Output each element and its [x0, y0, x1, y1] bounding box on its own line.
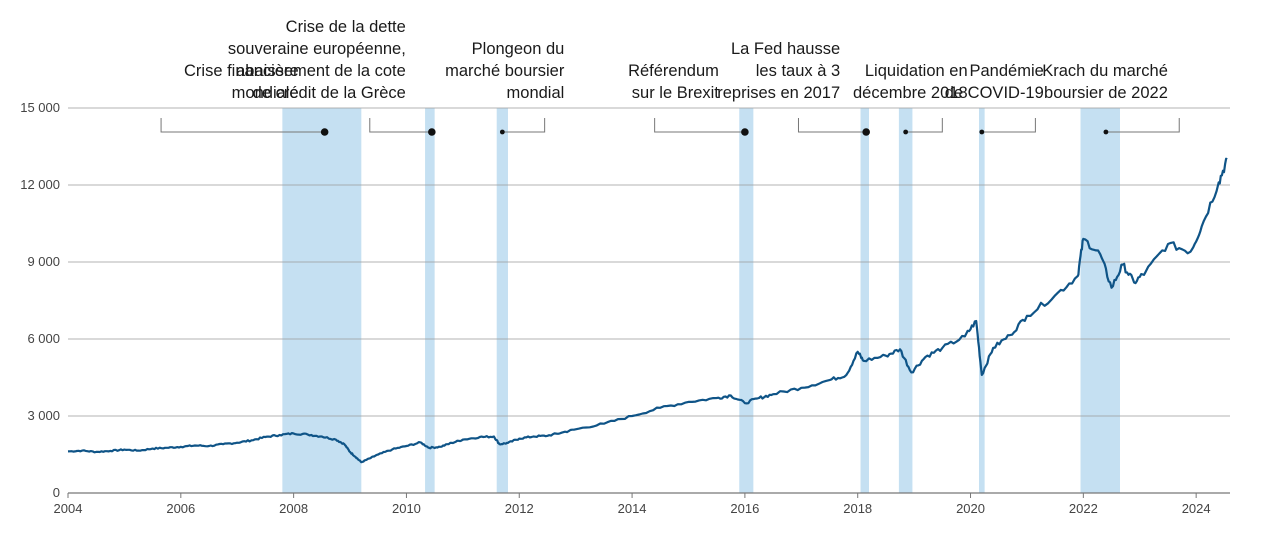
- x-tick-label: 2006: [166, 501, 195, 516]
- annotation-bracket: [502, 118, 546, 133]
- annotation-label: boursier de 2022: [1044, 84, 1168, 102]
- annotation-dot: [1103, 129, 1109, 135]
- annotation-bracket: [160, 118, 325, 133]
- annotation-bracket: [905, 118, 943, 133]
- x-tick-label: 2018: [843, 501, 872, 516]
- annotation-label: mondiale: [232, 84, 299, 102]
- axes: 0 3 000 6 000 9 000 12 000 15 000 2004 2006 2008…: [20, 100, 1210, 516]
- x-tick-label: 2008: [279, 501, 308, 516]
- shaded-period: [282, 108, 362, 493]
- annotation-label: sur le Brexit: [632, 84, 720, 102]
- y-tick-label: 0: [53, 485, 60, 500]
- annotation-label: décembre 2018: [853, 84, 968, 102]
- shaded-period: [739, 108, 754, 493]
- annotation-dot: [741, 128, 749, 136]
- gridlines: [68, 107, 1230, 494]
- series-line: [67, 157, 1228, 464]
- y-tick-label: 9 000: [27, 254, 60, 269]
- annotation-label: Plongeon du: [472, 40, 565, 58]
- y-tick-label: 12 000: [20, 177, 60, 192]
- annotation-dot: [903, 129, 909, 135]
- x-tick-label: 2010: [392, 501, 421, 516]
- annotation-bracket: [797, 118, 867, 133]
- annotation-label: de COVID-19: [945, 84, 1044, 102]
- annotation-bracket: [369, 118, 432, 133]
- y-tick-label: 6 000: [27, 331, 60, 346]
- annotation-dot: [320, 128, 329, 136]
- x-tick-label: 2016: [730, 501, 759, 516]
- annotation-label: La Fed hausse: [731, 40, 840, 58]
- annotation-label: Liquidation en: [865, 62, 968, 80]
- x-tick-label: 2012: [505, 501, 534, 516]
- annotation-label: Crise de la dette: [286, 18, 406, 36]
- annotation-bracket: [1105, 118, 1180, 133]
- annotations: Crise financière mondiale Crise de la dett…: [160, 18, 1180, 136]
- annotation-label: souveraine européenne,: [228, 40, 406, 58]
- annotation-label: Crise financière: [184, 62, 299, 80]
- annotation-bracket: [654, 118, 745, 133]
- annotation-label: de crédit de la Grèce: [253, 84, 406, 102]
- annotation-label: Pandémie: [969, 62, 1043, 80]
- x-tick-label: 2022: [1069, 501, 1098, 516]
- annotation-label: reprises en 2017: [717, 84, 840, 102]
- shaded-period: [496, 108, 508, 493]
- y-tick-label: 3 000: [27, 408, 60, 423]
- x-tick-label: 2014: [618, 501, 647, 516]
- shaded-period: [1080, 108, 1121, 493]
- annotation-label: Krach du marché: [1042, 62, 1168, 80]
- shaded-period: [425, 108, 435, 493]
- shaded-period: [898, 108, 913, 493]
- y-tick-label: 15 000: [20, 100, 60, 115]
- shaded-period: [860, 108, 869, 493]
- x-tick-label: 2024: [1182, 501, 1211, 516]
- annotation-bracket: [981, 118, 1036, 133]
- series-lines: [67, 157, 1228, 464]
- annotation-label: Référendum: [628, 62, 719, 80]
- annotation-label: les taux à 3: [756, 62, 840, 80]
- shaded-periods: [282, 108, 1121, 493]
- annotation-dot: [862, 128, 870, 136]
- annotation-label: marché boursier: [445, 62, 565, 80]
- annotation-label: abaissement de la cote: [236, 62, 406, 80]
- x-tick-label: 2020: [956, 501, 985, 516]
- annotation-label: mondial: [507, 84, 565, 102]
- x-tick-label: 2004: [54, 501, 83, 516]
- annotation-dot: [499, 129, 505, 135]
- annotation-dot: [428, 128, 436, 136]
- shaded-period: [978, 108, 985, 493]
- annotation-dot: [979, 129, 985, 135]
